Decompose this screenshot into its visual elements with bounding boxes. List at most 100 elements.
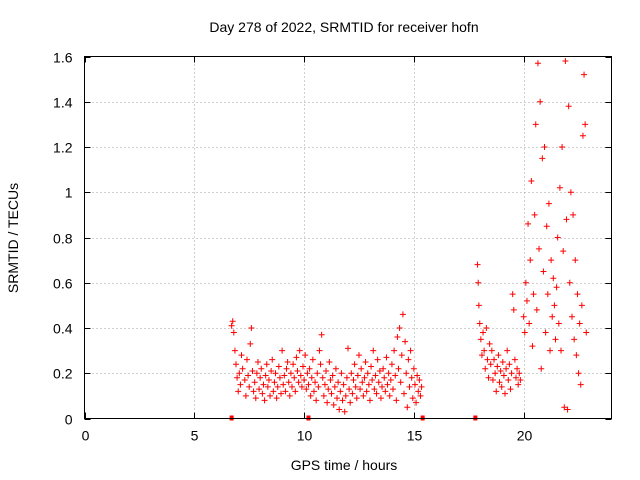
data-point — [572, 257, 579, 264]
data-point — [541, 144, 548, 150]
x-tick-labels: 0 5 10 15 20 — [82, 428, 533, 444]
data-point — [564, 406, 571, 413]
data-point — [314, 370, 321, 377]
data-point — [515, 381, 522, 388]
data-point — [560, 248, 567, 255]
y-tick-label: 0.6 — [53, 276, 73, 292]
data-point — [500, 372, 507, 379]
chart-title: Day 278 of 2022, SRMTID for receiver hof… — [209, 19, 478, 35]
data-point — [320, 392, 327, 399]
data-point — [528, 177, 535, 184]
data-point — [241, 377, 248, 384]
data-point — [373, 390, 380, 397]
data-point — [390, 386, 397, 393]
data-point — [534, 60, 541, 67]
data-point — [533, 306, 540, 313]
data-point — [287, 370, 294, 377]
data-point — [336, 406, 343, 413]
data-point — [402, 338, 409, 345]
data-point — [409, 395, 416, 402]
data-point — [265, 377, 272, 384]
data-point — [304, 370, 311, 377]
data-point — [352, 383, 359, 390]
data-point — [489, 377, 496, 384]
data-point — [554, 234, 561, 241]
data-point — [492, 370, 499, 377]
data-point — [368, 363, 375, 370]
data-point — [507, 386, 514, 393]
data-point — [405, 356, 412, 363]
data-point — [229, 318, 236, 325]
data-point — [484, 356, 491, 363]
data-point — [293, 354, 300, 361]
data-point — [396, 325, 403, 331]
y-tick-label: 1.2 — [53, 140, 73, 156]
data-point — [391, 347, 398, 354]
data-point — [551, 302, 558, 309]
data-point — [527, 257, 534, 264]
data-point — [407, 347, 414, 354]
x-tick-label: 10 — [297, 428, 313, 444]
data-point — [260, 381, 267, 388]
data-point — [332, 365, 339, 372]
data-point — [538, 365, 545, 372]
data-point — [549, 313, 556, 320]
x-tick-label: 5 — [191, 428, 199, 444]
data-point — [365, 381, 372, 388]
data-point — [582, 121, 589, 128]
data-point — [362, 358, 369, 365]
data-point — [246, 383, 253, 390]
data-point — [306, 365, 313, 372]
data-point — [307, 392, 314, 399]
data-point — [235, 388, 242, 395]
data-point — [283, 365, 290, 372]
data-point — [267, 392, 274, 399]
data-point — [360, 392, 367, 399]
data-point — [278, 390, 285, 397]
data-point — [282, 388, 289, 395]
data-point — [284, 358, 291, 365]
data-point — [310, 388, 317, 395]
data-point — [579, 132, 586, 139]
data-point — [290, 361, 297, 368]
data-point — [536, 245, 543, 252]
data-point — [486, 340, 493, 347]
data-point — [273, 395, 280, 402]
data-point — [477, 336, 484, 343]
data-point — [331, 383, 338, 390]
data-point — [230, 329, 237, 336]
data-point — [512, 374, 519, 381]
data-point — [350, 377, 357, 384]
data-point — [573, 352, 580, 359]
data-point — [357, 386, 364, 393]
data-point — [415, 388, 422, 395]
data-point — [280, 381, 287, 388]
data-point — [253, 370, 260, 377]
data-point — [565, 103, 572, 110]
x-tick-label: 20 — [517, 428, 533, 444]
data-point — [370, 347, 377, 354]
data-point — [369, 377, 376, 384]
data-point — [497, 367, 504, 374]
data-point — [526, 320, 533, 327]
data-point — [281, 372, 288, 379]
data-point — [354, 372, 361, 379]
data-point — [537, 98, 544, 105]
data-point — [297, 372, 304, 379]
data-point — [583, 329, 590, 336]
data-point — [382, 388, 389, 395]
data-point — [388, 361, 395, 368]
data-point — [298, 383, 305, 390]
data-point — [510, 306, 517, 313]
data-point — [258, 365, 265, 372]
data-point — [323, 367, 330, 374]
data-point — [338, 370, 345, 377]
data-point — [375, 379, 382, 386]
data-point — [313, 397, 320, 404]
data-point — [376, 367, 383, 374]
data-point — [377, 395, 384, 402]
data-point — [292, 388, 299, 395]
data-point — [269, 356, 276, 363]
data-point — [233, 361, 240, 368]
data-point — [418, 383, 425, 390]
